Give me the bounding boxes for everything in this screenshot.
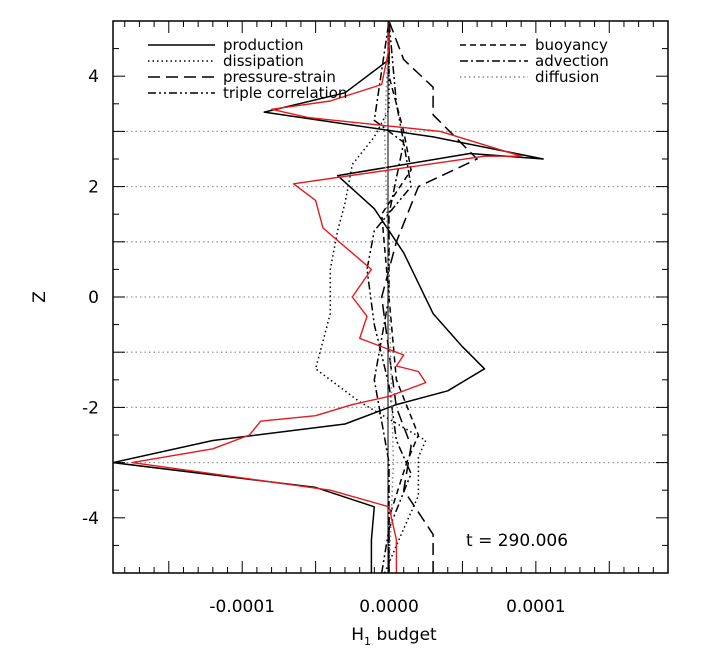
y-tick-label: 2 xyxy=(88,178,99,198)
y-axis-label: Z xyxy=(30,291,50,303)
legend-label: production xyxy=(223,36,304,54)
series-line xyxy=(366,21,412,573)
series-line xyxy=(380,21,420,573)
gridlines xyxy=(113,130,668,464)
series-line xyxy=(314,21,427,573)
series-line xyxy=(373,21,405,573)
y-tick-label: -4 xyxy=(82,509,99,529)
x-tick-labels: -0.0001 0.0000 0.0001 xyxy=(209,597,565,617)
axis-ticks xyxy=(113,20,669,574)
legend-label: advection xyxy=(535,52,609,70)
time-annotation: t = 290.006 xyxy=(466,531,568,551)
x-axis-label-subscript: 1 xyxy=(364,635,371,648)
series-line xyxy=(131,21,522,573)
legend-label: pressure-strain xyxy=(223,68,336,86)
y-tick-labels: 4 2 0 -2 -4 xyxy=(82,67,99,529)
x-tick-label: -0.0001 xyxy=(209,597,275,617)
y-tick-label: 4 xyxy=(88,67,99,87)
legend-label: dissipation xyxy=(223,52,304,70)
x-tick-label: 0.0001 xyxy=(506,597,565,617)
plot-frame xyxy=(112,20,669,574)
y-tick-label: -2 xyxy=(82,398,99,418)
legend-label: diffusion xyxy=(535,68,599,86)
legend-label: buoyancy xyxy=(535,36,608,54)
x-axis-label-main: H xyxy=(351,625,364,645)
series-lines xyxy=(113,21,544,573)
x-axis-label-rest: budget xyxy=(371,625,437,645)
x-axis-label: H1 budget xyxy=(351,625,437,648)
y-tick-label: 0 xyxy=(88,288,99,308)
x-tick-label: 0.0000 xyxy=(359,597,418,617)
legend: productiondissipationpressure-straintrip… xyxy=(148,36,609,102)
series-line xyxy=(113,21,544,573)
legend-label: triple correlation xyxy=(223,84,347,102)
